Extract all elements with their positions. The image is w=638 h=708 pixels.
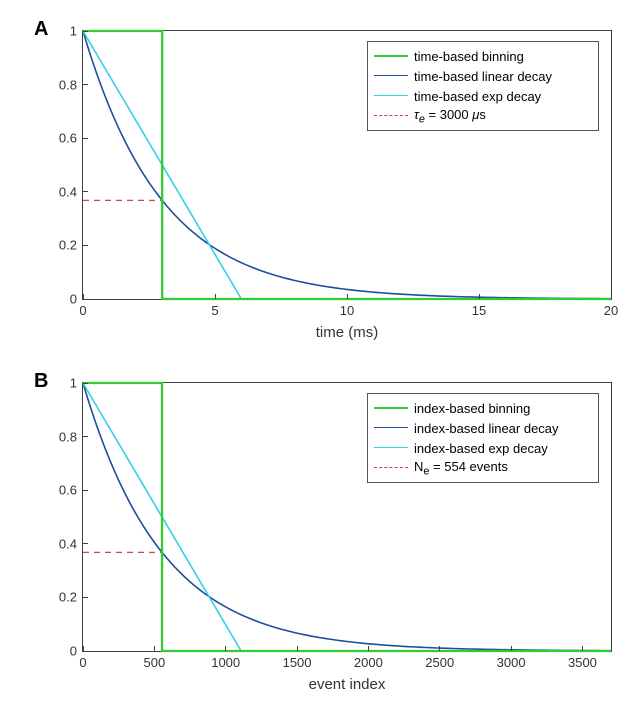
legend-swatch [374, 421, 408, 435]
ytick-label: 1 [70, 376, 77, 391]
legend-tau-marker: Ne = 554 events [374, 458, 592, 478]
xtick-mark [154, 646, 155, 651]
xtick-mark [347, 294, 348, 299]
xtick-label: 0 [79, 655, 86, 670]
ytick-label: 0 [70, 292, 77, 307]
xtick-mark [297, 646, 298, 651]
legend-text: index-based linear decay [414, 421, 559, 436]
legend-text: time-based linear decay [414, 69, 552, 84]
ytick-mark [83, 651, 88, 652]
xtick-label: 20 [604, 303, 618, 318]
ytick-label: 0.2 [59, 590, 77, 605]
ytick-label: 0.6 [59, 483, 77, 498]
legend-binning: index-based binning [374, 398, 592, 418]
legend-swatch [374, 49, 408, 63]
ytick-mark [83, 490, 88, 491]
legend-exp-decay: index-based exp decay [374, 438, 592, 458]
xtick-mark [582, 646, 583, 651]
ytick-mark [83, 436, 88, 437]
legend-swatch [374, 461, 408, 475]
legend-text: time-based exp decay [414, 89, 541, 104]
legend-swatch [374, 89, 408, 103]
xtick-label: 2500 [425, 655, 454, 670]
ytick-mark [83, 84, 88, 85]
panel-b-xlabel: event index [82, 676, 612, 693]
xtick-mark [368, 646, 369, 651]
ytick-mark [83, 543, 88, 544]
panel-b-legend: index-based binning index-based linear de… [367, 393, 599, 483]
legend-exp-decay: time-based exp decay [374, 86, 592, 106]
xtick-label: 3500 [568, 655, 597, 670]
ytick-mark [83, 299, 88, 300]
ytick-label: 0.2 [59, 238, 77, 253]
panel-a-xlabel: time (ms) [82, 324, 612, 341]
legend-linear-decay: index-based linear decay [374, 418, 592, 438]
xtick-label: 1000 [211, 655, 240, 670]
ytick-label: 0.6 [59, 131, 77, 146]
ytick-mark [83, 191, 88, 192]
panel-a-label: A [34, 18, 48, 41]
panel-b-plot-area: index-based binning index-based linear de… [82, 382, 612, 652]
legend-swatch [374, 401, 408, 415]
legend-tau-marker: τe = 3000 μs [374, 106, 592, 126]
ytick-mark [83, 138, 88, 139]
legend-text: index-based binning [414, 401, 530, 416]
ytick-mark [83, 597, 88, 598]
xtick-mark [215, 294, 216, 299]
xtick-label: 5 [211, 303, 218, 318]
ytick-label: 0.4 [59, 536, 77, 551]
ytick-label: 1 [70, 24, 77, 39]
legend-swatch [374, 441, 408, 455]
legend-swatch [374, 69, 408, 83]
xtick-label: 2000 [354, 655, 383, 670]
xtick-label: 10 [340, 303, 354, 318]
legend-text: time-based binning [414, 49, 524, 64]
panel-a-legend: time-based binning time-based linear deca… [367, 41, 599, 131]
legend-swatch [374, 109, 408, 123]
xtick-label: 0 [79, 303, 86, 318]
xtick-mark [511, 646, 512, 651]
ytick-label: 0.4 [59, 184, 77, 199]
ytick-mark [83, 31, 88, 32]
ytick-label: 0 [70, 644, 77, 659]
ytick-mark [83, 383, 88, 384]
legend-linear-decay: time-based linear decay [374, 66, 592, 86]
panel-a-plot-area: time-based binning time-based linear deca… [82, 30, 612, 300]
ytick-mark [83, 245, 88, 246]
legend-text: Ne = 554 events [414, 459, 508, 478]
xtick-mark [611, 294, 612, 299]
xtick-label: 500 [143, 655, 165, 670]
xtick-mark [479, 294, 480, 299]
xtick-mark [225, 646, 226, 651]
xtick-mark [439, 646, 440, 651]
panel-b-label: B [34, 370, 48, 393]
xtick-label: 15 [472, 303, 486, 318]
legend-binning: time-based binning [374, 46, 592, 66]
figure-root: A time-based binning time-based linear de… [0, 0, 638, 708]
ytick-label: 0.8 [59, 429, 77, 444]
legend-text: index-based exp decay [414, 441, 548, 456]
legend-text: τe = 3000 μs [414, 107, 486, 126]
xtick-label: 3000 [497, 655, 526, 670]
xtick-label: 1500 [283, 655, 312, 670]
ytick-label: 0.8 [59, 77, 77, 92]
